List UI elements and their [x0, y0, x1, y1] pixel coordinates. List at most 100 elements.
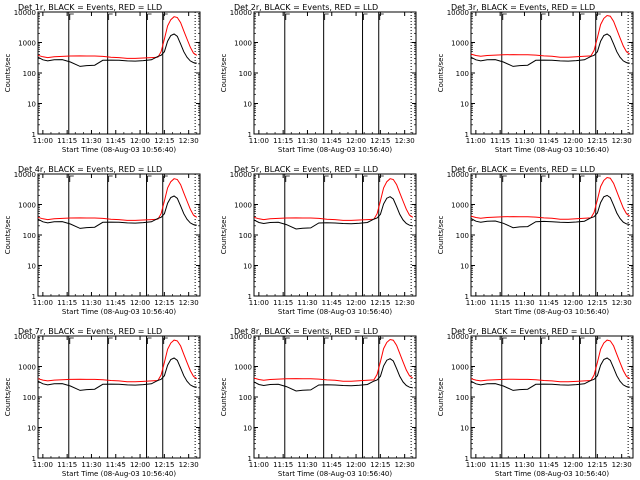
x-axis-label: Start Time (08-Aug-03 10:56:40) [495, 470, 609, 478]
panel-title: Det 1r, BLACK = Events, RED = LLD [18, 3, 162, 12]
x-tick-label: 12:30 [179, 137, 199, 145]
x-axis-label: Start Time (08-Aug-03 10:56:40) [278, 470, 392, 478]
flag-marker [324, 175, 329, 182]
y-tick-label: 1 [248, 131, 252, 139]
y-tick-label: 1000 [18, 202, 36, 210]
y-tick-label: 1000 [451, 364, 469, 372]
flag-marker [147, 13, 152, 20]
lld-series [253, 338, 414, 382]
x-tick-label: 11:30 [81, 137, 101, 145]
flag-marker [163, 337, 168, 344]
plot-frame [470, 335, 634, 459]
flag-marker [541, 13, 546, 20]
y-tick-label: 1000 [234, 40, 252, 48]
x-axis-label: Start Time (08-Aug-03 10:56:40) [62, 470, 176, 478]
flag-marker [596, 13, 601, 20]
x-tick-label: 11:45 [106, 137, 126, 145]
y-tick-label: 100 [456, 394, 469, 402]
x-axis-label: Start Time (08-Aug-03 10:56:40) [495, 146, 609, 154]
x-tick-label: 11:45 [322, 299, 342, 307]
flag-marker [541, 337, 546, 344]
flag-marker [541, 175, 546, 182]
y-tick-label: 1000 [234, 202, 252, 210]
y-tick-label: 100 [456, 70, 469, 78]
flag-marker [580, 13, 585, 20]
x-tick-label: 11:15 [57, 137, 77, 145]
flag-marker [502, 337, 507, 344]
y-tick-label: 1000 [234, 364, 252, 372]
panel-7: Det 7r, BLACK = Events, RED = LLD 1 10 100 1… [4, 327, 201, 478]
events-series [253, 358, 413, 392]
y-tick-label: 1 [465, 131, 469, 139]
x-tick-label: 11:45 [322, 461, 342, 469]
x-tick-label: 12:30 [612, 299, 632, 307]
y-tick-label: 1 [32, 455, 36, 463]
x-axis-label: Start Time (08-Aug-03 10:56:40) [495, 308, 609, 316]
y-tick-label: 1000 [18, 364, 36, 372]
x-tick-label: 12:00 [130, 299, 150, 307]
x-axis-label: Start Time (08-Aug-03 10:56:40) [278, 146, 392, 154]
flag-marker [324, 337, 329, 344]
x-tick-label: 11:30 [297, 461, 317, 469]
x-tick-label: 11:30 [81, 299, 101, 307]
y-tick-label: 10 [243, 425, 252, 433]
y-tick-label: 1 [248, 293, 252, 301]
y-tick-label: 1 [248, 455, 252, 463]
lld-series [470, 339, 631, 383]
plot-frame [253, 335, 417, 459]
y-tick-label: 1 [32, 131, 36, 139]
x-tick-label: 12:15 [587, 461, 607, 469]
x-tick-label: 11:15 [273, 299, 293, 307]
x-tick-label: 11:00 [249, 137, 269, 145]
y-tick-label: 100 [456, 232, 469, 240]
x-tick-label: 12:00 [346, 299, 366, 307]
x-tick-label: 11:15 [490, 137, 510, 145]
events-series [37, 33, 197, 67]
flag-marker [324, 13, 329, 20]
x-tick-label: 12:00 [563, 461, 583, 469]
y-tick-label: 10000 [447, 333, 469, 341]
flag-marker [379, 13, 384, 20]
y-tick-label: 100 [23, 70, 36, 78]
panel-title: Det 7r, BLACK = Events, RED = LLD [18, 327, 162, 336]
panel-2: Det 2r, BLACK = Events, RED = LLD 1 10 100 1… [220, 3, 417, 154]
y-axis-label: Counts/sec [437, 378, 445, 417]
flag-marker [163, 175, 168, 182]
x-tick-label: 12:15 [370, 461, 390, 469]
x-tick-label: 12:30 [395, 137, 415, 145]
lld-series [37, 178, 198, 221]
x-tick-label: 11:45 [106, 299, 126, 307]
x-tick-label: 11:45 [539, 299, 559, 307]
x-tick-label: 11:45 [106, 461, 126, 469]
x-tick-label: 11:00 [249, 461, 269, 469]
y-tick-label: 10000 [230, 171, 252, 179]
y-tick-label: 1000 [18, 40, 36, 48]
x-tick-label: 11:45 [322, 137, 342, 145]
panel-8: Det 8r, BLACK = Events, RED = LLD 1 10 100 1… [220, 327, 417, 478]
flag-marker [69, 13, 74, 20]
y-tick-label: 10 [460, 101, 469, 109]
flag-marker [363, 13, 368, 20]
flag-marker [163, 13, 168, 20]
events-series [470, 194, 630, 229]
x-tick-label: 11:00 [33, 137, 53, 145]
flag-marker [502, 13, 507, 20]
plot-frame [470, 11, 634, 135]
events-series [470, 357, 630, 391]
x-tick-label: 12:30 [395, 461, 415, 469]
x-tick-label: 11:00 [33, 461, 53, 469]
x-axis-label: Start Time (08-Aug-03 10:56:40) [62, 146, 176, 154]
x-tick-label: 11:00 [33, 299, 53, 307]
x-tick-label: 12:00 [346, 137, 366, 145]
y-tick-label: 10 [27, 263, 36, 271]
y-tick-label: 10 [243, 263, 252, 271]
y-tick-label: 1 [32, 293, 36, 301]
flag-marker [502, 175, 507, 182]
panel-title: Det 9r, BLACK = Events, RED = LLD [451, 327, 595, 336]
flag-marker [580, 337, 585, 344]
x-tick-label: 11:15 [273, 461, 293, 469]
x-axis-label: Start Time (08-Aug-03 10:56:40) [62, 308, 176, 316]
x-tick-label: 11:15 [57, 299, 77, 307]
x-tick-label: 11:30 [297, 299, 317, 307]
y-tick-label: 1000 [451, 202, 469, 210]
